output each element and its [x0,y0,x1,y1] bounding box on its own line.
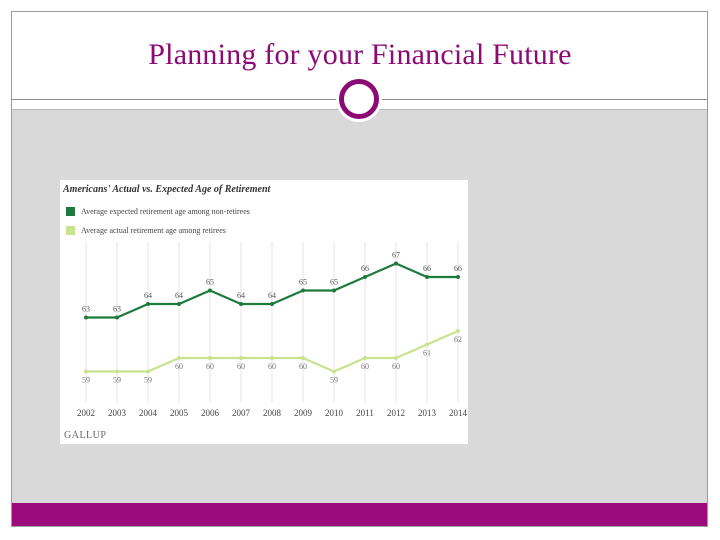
data-point-1-2004 [146,369,150,374]
data-label-0-2010: 65 [330,278,338,287]
x-tick-label-2004: 2004 [139,408,158,418]
data-label-0-2011: 66 [361,264,369,273]
data-label-0-2005: 64 [175,291,183,300]
data-point-1-2003 [115,369,119,374]
x-tick-label-2013: 2013 [418,408,437,418]
x-tick-label-2006: 2006 [201,408,220,418]
data-label-1-2006: 60 [206,362,214,371]
data-point-1-2013 [425,342,429,347]
data-point-0-2014 [456,275,460,279]
x-tick-label-2005: 2005 [170,408,189,418]
data-point-0-2013 [425,275,429,279]
data-point-1-2010 [332,369,336,374]
data-label-0-2014: 66 [454,264,462,273]
data-label-0-2004: 64 [144,291,152,300]
data-point-1-2014 [456,329,460,333]
chart-card: Americans' Actual vs. Expected Age of Re… [60,180,468,444]
legend-swatch-expected [66,206,75,216]
data-label-0-2006: 65 [206,278,214,287]
data-label-1-2009: 60 [299,362,307,371]
legend-item-expected: Average expected retirement age among no… [66,205,250,217]
data-label-1-2012: 60 [392,362,400,371]
data-point-1-2009 [301,356,305,360]
data-point-1-2006 [208,356,212,360]
source-logo: GALLUP [64,430,107,441]
data-point-0-2003 [115,315,119,320]
x-tick-label-2007: 2007 [232,408,251,418]
x-tick-label-2008: 2008 [263,408,282,418]
data-label-0-2013: 66 [423,264,431,273]
data-label-1-2011: 60 [361,362,369,371]
legend-label-actual: Average actual retirement age among reti… [81,225,226,235]
data-label-1-2008: 60 [268,362,276,371]
data-point-1-2002 [84,369,88,374]
data-point-1-2008 [270,356,274,360]
data-point-0-2004 [146,302,150,306]
data-label-1-2002: 59 [82,376,90,385]
data-label-0-2003: 63 [113,305,121,314]
title-rule-right [380,99,707,100]
footer-bar [12,503,707,526]
data-label-1-2003: 59 [113,376,121,385]
data-point-1-2012 [394,356,398,360]
data-label-1-2010: 59 [330,376,338,385]
x-tick-label-2002: 2002 [77,408,95,418]
data-point-0-2009 [301,288,305,293]
legend-item-actual: Average actual retirement age among reti… [66,224,226,236]
x-tick-label-2011: 2011 [356,408,374,418]
data-label-1-2007: 60 [237,362,245,371]
data-label-0-2009: 65 [299,278,307,287]
x-tick-label-2010: 2010 [325,408,344,418]
x-tick-label-2012: 2012 [387,408,405,418]
data-label-1-2013: 61 [423,349,431,358]
title-rule-left [12,99,340,100]
data-label-0-2002: 63 [82,305,90,314]
data-point-0-2007 [239,302,243,306]
data-label-1-2014: 62 [454,335,462,344]
data-label-1-2004: 59 [144,376,152,385]
data-label-1-2005: 60 [175,362,183,371]
chart-title: Americans' Actual vs. Expected Age of Re… [63,184,271,195]
data-point-0-2005 [177,302,181,306]
data-label-0-2008: 64 [268,291,276,300]
data-point-0-2012 [394,261,398,266]
data-point-1-2005 [177,356,181,360]
decorative-ring-icon [339,79,379,119]
data-point-0-2008 [270,302,274,306]
legend-swatch-actual [66,225,75,235]
slide-title: Planning for your Financial Future [148,38,572,71]
data-point-0-2006 [208,288,212,293]
x-tick-label-2014: 2014 [449,408,468,418]
data-label-0-2007: 64 [237,291,245,300]
data-point-0-2002 [84,315,88,320]
data-point-1-2007 [239,356,243,360]
data-point-0-2011 [363,275,367,279]
data-point-0-2010 [332,288,336,293]
x-tick-label-2009: 2009 [294,408,313,418]
line-chart: 2002 2003 2004 2005 2006 2007 2008 2009 2010 2011… [77,242,468,418]
data-point-1-2011 [363,356,367,360]
x-tick-label-2003: 2003 [108,408,127,418]
data-label-0-2012: 67 [392,251,400,260]
legend-label-expected: Average expected retirement age among no… [81,206,250,216]
